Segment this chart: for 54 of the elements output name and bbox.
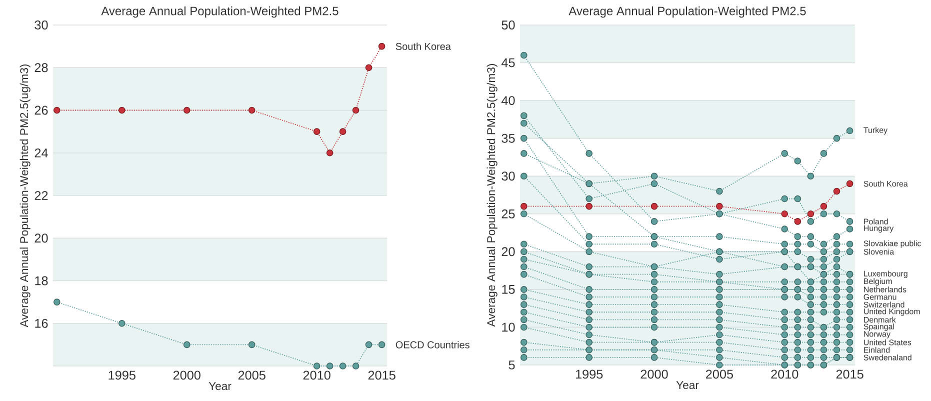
y-tick-label: 26 (34, 106, 48, 115)
x-axis-title: Year (208, 382, 232, 390)
series-label: Switzerland (864, 302, 904, 308)
y-axis-title: Average Annual Population-Weighted PM2.5(ug/m3) (486, 64, 498, 327)
series-label: Luxembourg (864, 270, 908, 278)
x-tick-label: 2015 (836, 370, 864, 379)
y-tick-label: 25 (502, 209, 515, 218)
x-tick-label: 2010 (771, 370, 798, 379)
series-label: Swedenaland (864, 354, 912, 360)
y-tick-label: 30 (502, 172, 515, 181)
x-tick-label: 1995 (576, 370, 603, 379)
series-label: Spaingal (864, 323, 894, 331)
y-tick-label: 18 (35, 276, 48, 286)
x-tick-label: 1995 (108, 370, 136, 380)
y-tick-label: 40 (502, 96, 515, 106)
series-label: Slovenia (864, 248, 894, 255)
series-label: Netherlands (864, 286, 906, 292)
series-label: Germanu (864, 294, 896, 300)
series-label: Hungary (864, 225, 894, 233)
y-tick-label: 28 (34, 63, 48, 72)
series-label: United Kingdom (864, 308, 920, 316)
series-label: Belgium (864, 278, 892, 286)
series-label: Einland (864, 346, 890, 353)
x-tick-label: 2000 (640, 370, 668, 379)
y-tick-label: 15 (502, 285, 515, 294)
x-tick-label: 2005 (238, 370, 266, 380)
y-tick-label: 5 (508, 360, 515, 370)
y-axis-title: Average Annual Population-Weighted PM2.5(ug/m3) (20, 64, 30, 328)
series-label: OECD Countries (396, 341, 470, 348)
series-label: Turkey (864, 127, 888, 134)
chart-title: Average Annual Population-Weighted PM2.5 (568, 6, 806, 18)
y-tick-label: 50 (502, 20, 515, 30)
y-tick-label: 22 (34, 191, 48, 200)
x-tick-label: 2000 (173, 370, 200, 380)
y-tick-label: 35 (502, 134, 515, 143)
series-label: South Korea (864, 180, 908, 187)
y-tick-label: 45 (502, 58, 515, 68)
y-tick-label: 20 (34, 234, 48, 243)
y-tick-label: 24 (34, 148, 48, 158)
y-tick-label: 30 (34, 20, 48, 30)
x-tick-label: 2015 (368, 370, 396, 380)
series-label: Slovakiae public (864, 240, 921, 248)
chart-title: Average Annual Population-Weighted PM2.5 (101, 6, 338, 18)
series-label: Norway (864, 331, 890, 338)
x-tick-label: 2010 (303, 370, 330, 380)
x-tick-label: 2005 (706, 370, 734, 379)
series-label: Poland (864, 218, 888, 224)
x-axis-title: Year (676, 381, 699, 390)
y-tick-label: 10 (502, 322, 515, 332)
series-label: South Korea (396, 42, 451, 50)
series-label: Denmark (864, 316, 896, 323)
y-tick-label: 16 (35, 318, 48, 328)
y-tick-label: 20 (502, 247, 515, 256)
series-label: United States (864, 339, 912, 346)
